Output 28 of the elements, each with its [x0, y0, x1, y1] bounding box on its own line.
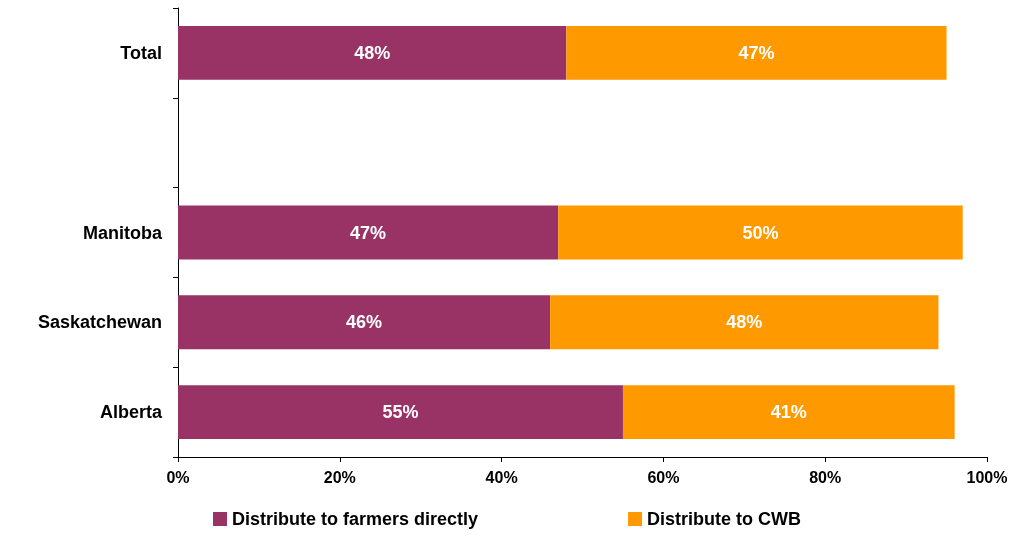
y-tick-label: Manitoba — [83, 222, 163, 243]
x-tick-label: 80% — [809, 468, 842, 486]
data-label: 50% — [742, 222, 779, 243]
data-label: 47% — [738, 42, 775, 63]
x-tick-label: 20% — [323, 468, 356, 486]
bar — [178, 25, 567, 80]
bar — [550, 295, 939, 350]
data-label: 48% — [726, 312, 763, 333]
y-tick-label: Alberta — [99, 402, 163, 423]
legend-label: Distribute to CWB — [647, 509, 802, 529]
bar — [622, 385, 955, 440]
data-label: 47% — [350, 222, 387, 243]
x-tick-label: 60% — [647, 468, 680, 486]
data-label: 46% — [346, 312, 383, 333]
legend-label: Distribute to farmers directly — [231, 509, 479, 529]
data-label: 55% — [382, 402, 419, 423]
y-tick-label: Total — [120, 42, 162, 63]
bar — [178, 205, 559, 260]
data-label: 41% — [770, 402, 807, 423]
x-tick-label: 40% — [485, 468, 518, 486]
bar — [558, 205, 963, 260]
x-tick-label: 0% — [166, 468, 190, 486]
data-label: 48% — [354, 42, 391, 63]
bar — [566, 25, 947, 80]
y-tick-label: Saskatchewan — [37, 312, 162, 333]
x-tick-label: 100% — [966, 468, 1008, 486]
bar — [178, 295, 551, 350]
bar — [178, 385, 623, 440]
